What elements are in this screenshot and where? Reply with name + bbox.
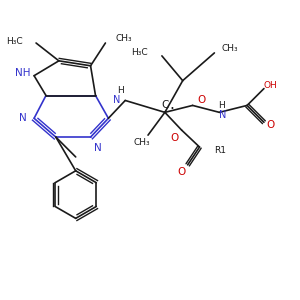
Text: H₃C: H₃C: [7, 37, 23, 46]
Text: CH₃: CH₃: [134, 138, 150, 147]
Text: O: O: [267, 120, 275, 130]
Text: H: H: [117, 86, 124, 95]
Text: NH: NH: [15, 68, 31, 78]
Text: OH: OH: [264, 81, 278, 90]
Text: H: H: [218, 101, 225, 110]
Text: C: C: [161, 100, 169, 110]
Text: N: N: [113, 95, 120, 106]
Text: R1: R1: [214, 146, 226, 154]
Text: N: N: [94, 143, 101, 153]
Text: O: O: [197, 95, 206, 106]
Text: CH₃: CH₃: [115, 34, 132, 43]
Text: O: O: [171, 133, 179, 143]
Text: H₃C: H₃C: [131, 48, 148, 57]
Text: N: N: [219, 110, 227, 120]
Text: CH₃: CH₃: [221, 44, 238, 53]
Text: N: N: [19, 113, 27, 123]
Text: ·: ·: [169, 102, 174, 117]
Text: O: O: [178, 167, 186, 177]
